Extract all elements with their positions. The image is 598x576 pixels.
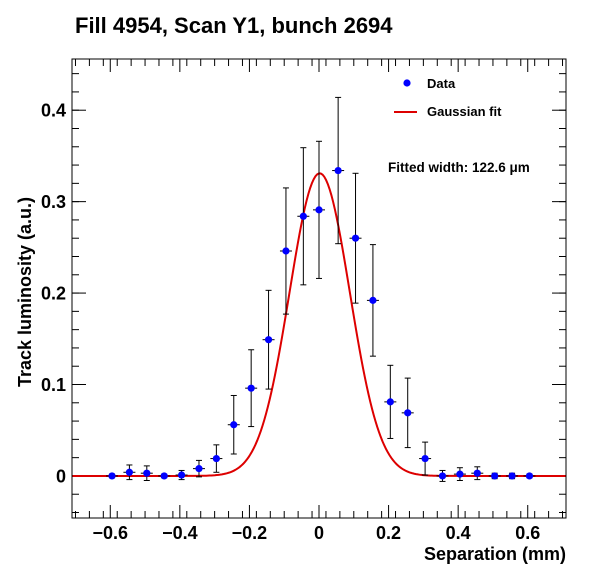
data-marker: [247, 384, 255, 392]
y-tick-label: 0: [56, 466, 66, 486]
data-marker: [456, 470, 464, 478]
data-marker: [160, 472, 168, 480]
legend-data-label: Data: [427, 76, 456, 91]
data-point: [401, 377, 414, 449]
data-marker: [473, 469, 481, 477]
x-tick-label: −0.6: [92, 523, 128, 543]
x-tick-label: 0.2: [376, 523, 401, 543]
x-axis-label: Separation (mm): [424, 544, 566, 564]
data-marker: [282, 247, 290, 255]
data-marker: [508, 472, 516, 480]
data-marker: [315, 206, 323, 214]
x-tick-label: 0.4: [446, 523, 471, 543]
data-point: [419, 441, 432, 476]
data-point: [488, 472, 501, 480]
data-point: [262, 289, 275, 390]
legend-data-marker: [403, 79, 411, 87]
data-marker: [386, 398, 394, 406]
data-marker: [264, 336, 273, 344]
data-points-layer: [106, 96, 536, 482]
data-point: [506, 472, 519, 480]
y-axis-label: Track luminosity (a.u.): [15, 197, 35, 387]
data-marker: [143, 469, 151, 477]
data-marker: [438, 472, 447, 480]
data-point: [140, 465, 153, 482]
y-tick-label: 0.4: [41, 101, 66, 121]
data-marker: [125, 468, 134, 476]
data-marker: [525, 472, 534, 480]
data-marker: [299, 212, 307, 220]
data-point: [471, 466, 484, 481]
data-point: [366, 244, 379, 357]
data-marker: [421, 454, 429, 463]
data-point: [245, 349, 258, 428]
data-marker: [334, 166, 342, 175]
data-point: [523, 472, 536, 480]
data-point: [158, 472, 171, 480]
fitted-width-annotation: Fitted width: 122.6 μm: [388, 160, 530, 175]
data-point: [227, 394, 240, 455]
data-point: [384, 364, 397, 439]
x-tick-label: −0.2: [232, 523, 268, 543]
data-point: [332, 96, 345, 245]
data-point: [436, 469, 449, 482]
data-point: [313, 140, 325, 279]
x-tick-label: 0: [314, 523, 324, 543]
legend-fit-label: Gaussian fit: [427, 104, 502, 119]
y-tick-label: 0.3: [41, 192, 66, 212]
y-tick-label: 0.2: [41, 284, 66, 304]
plot-frame: [71, 58, 567, 519]
data-point: [279, 187, 292, 315]
data-point: [453, 467, 466, 482]
data-marker: [212, 454, 220, 463]
data-point: [106, 472, 119, 480]
data-marker: [108, 472, 116, 480]
data-marker: [177, 471, 186, 479]
data-point: [175, 469, 188, 481]
data-marker: [351, 234, 360, 242]
y-tick-label: 0.1: [41, 375, 66, 395]
data-point: [192, 459, 205, 478]
data-point: [349, 172, 362, 304]
chart-title: Fill 4954, Scan Y1, bunch 2694: [75, 13, 393, 38]
data-marker: [369, 296, 377, 304]
data-marker: [195, 465, 203, 473]
x-tick-label: 0.6: [515, 523, 540, 543]
data-point: [297, 147, 310, 286]
data-point: [210, 444, 223, 473]
data-marker: [491, 472, 499, 480]
legend: Data Gaussian fit: [394, 76, 502, 119]
data-marker: [230, 421, 238, 429]
data-marker: [404, 409, 412, 417]
x-tick-label: −0.4: [162, 523, 198, 543]
data-point: [123, 464, 136, 481]
